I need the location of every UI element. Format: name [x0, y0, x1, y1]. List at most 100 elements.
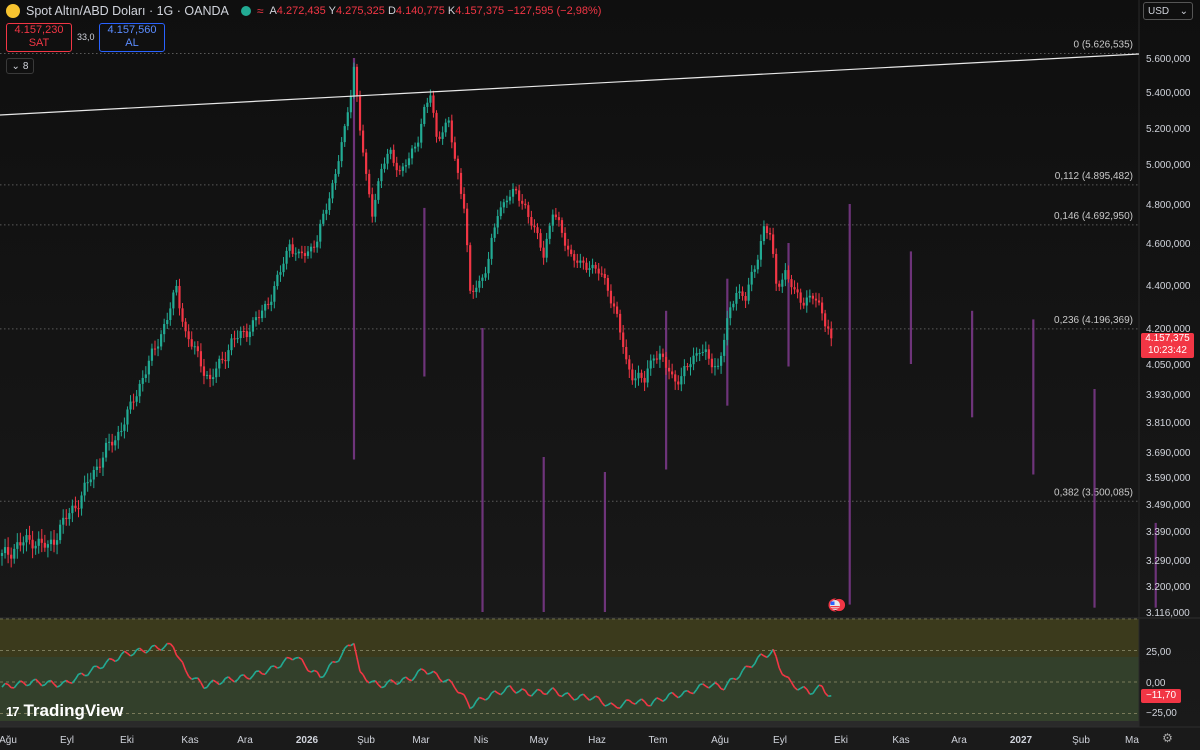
candle-body [591, 264, 594, 269]
candle-body [450, 120, 453, 143]
symbol-title[interactable]: Spot Altın/ABD Doları · 1G · OANDA [26, 4, 229, 18]
candle-body [190, 339, 193, 347]
time-axis-label: Haz [588, 735, 606, 746]
rsi-segment [381, 685, 385, 689]
volume-bar [423, 207, 426, 377]
rsi-segment [188, 675, 193, 680]
rsi-segment [794, 686, 799, 691]
fib-level-label: 0 (5.626,535) [1074, 39, 1134, 50]
price-axis-label: 4.050,000 [1146, 360, 1191, 371]
candle-body [551, 214, 554, 226]
low-label: D [387, 5, 396, 17]
rsi-segment [13, 683, 18, 689]
rsi-segment [16, 680, 21, 685]
rsi-segment [154, 644, 159, 650]
candle-body [407, 158, 411, 166]
rsi-segment [117, 654, 123, 661]
spread-value: 33,0 [77, 32, 95, 42]
rsi-segment [741, 665, 747, 672]
rsi-segment [797, 687, 802, 691]
candle-body [199, 351, 202, 367]
rsi-segment [313, 669, 318, 673]
candle-body [775, 253, 778, 284]
trend-line[interactable] [0, 53, 1140, 116]
rsi-segment [178, 658, 184, 663]
rsi-segment [772, 649, 777, 658]
rsi-segment [690, 692, 694, 695]
fib-level-label: 0,146 (4.692,950) [1054, 211, 1133, 222]
rsi-segment [200, 682, 205, 689]
candle-body [172, 292, 175, 309]
rsi-segment [555, 690, 560, 696]
candle-body [40, 538, 43, 543]
candle-body [677, 381, 680, 385]
rsi-segment [81, 672, 86, 677]
candle-body [221, 358, 224, 360]
candle-body [352, 66, 355, 96]
candle-body [793, 287, 796, 290]
indicators-toggle-button[interactable]: ⌄ 8 [6, 58, 34, 74]
candle-body [410, 148, 414, 159]
candle-body [619, 313, 622, 333]
rsi-segment [231, 679, 236, 683]
volume-bar [1032, 319, 1035, 475]
time-axis-label: Ara [237, 735, 253, 746]
candle-body [401, 166, 404, 171]
candle-body [77, 508, 80, 510]
price-axis-label: 3.390,000 [1146, 527, 1191, 538]
currency-select[interactable]: USD ⌄ [1143, 2, 1193, 20]
rsi-segment [475, 697, 480, 702]
rsi-segment [487, 692, 493, 699]
candle-body [655, 358, 658, 360]
candle-body [518, 190, 521, 201]
rsi-segment [99, 666, 104, 670]
rsi-segment [503, 686, 508, 693]
rsi-segment [806, 688, 811, 695]
candle-body [212, 377, 215, 380]
rsi-segment [735, 676, 740, 681]
candle-body [150, 348, 154, 361]
rsi-segment [359, 670, 364, 676]
candle-body [570, 249, 573, 255]
rsi-segment [760, 653, 765, 657]
rsi-segment [408, 679, 413, 682]
candle-body [692, 355, 695, 365]
time-axis-label: Şub [1072, 735, 1090, 746]
candle-body [108, 441, 111, 443]
rsi-segment [145, 649, 150, 654]
sell-button[interactable]: 4.157,230 SAT [6, 23, 72, 52]
rsi-segment [26, 684, 30, 687]
buy-button[interactable]: 4.157,560 AL [99, 23, 165, 52]
candle-body [557, 217, 561, 221]
candle-body [245, 331, 248, 338]
candle-body [545, 238, 548, 258]
rsi-segment [111, 658, 116, 663]
candle-body [123, 424, 126, 431]
candle-body [508, 196, 512, 201]
candle-body [689, 364, 692, 368]
rsi-segment [157, 647, 162, 651]
rsi-segment [573, 698, 578, 701]
volume-bar [1154, 522, 1157, 608]
rsi-segment [423, 669, 428, 675]
candle-body [276, 274, 279, 287]
candle-body [19, 542, 22, 546]
tradingview-logo[interactable]: 17 TradingView [6, 701, 123, 721]
rsi-segment [353, 643, 358, 658]
candle-body [447, 120, 450, 123]
candle-body [166, 320, 169, 325]
us-flag-icon[interactable] [827, 598, 849, 612]
gear-icon[interactable]: ⚙ [1162, 731, 1173, 745]
candle-body [811, 295, 814, 299]
candle-body [625, 347, 628, 360]
rsi-segment [607, 702, 612, 706]
candle-body [830, 328, 833, 339]
candle-body [524, 203, 527, 206]
rsi-segment [576, 694, 581, 700]
candle-body [257, 317, 261, 319]
candle-body [741, 291, 744, 297]
candle-body [371, 194, 374, 217]
candle-body [365, 152, 368, 174]
candle-body [22, 542, 25, 546]
